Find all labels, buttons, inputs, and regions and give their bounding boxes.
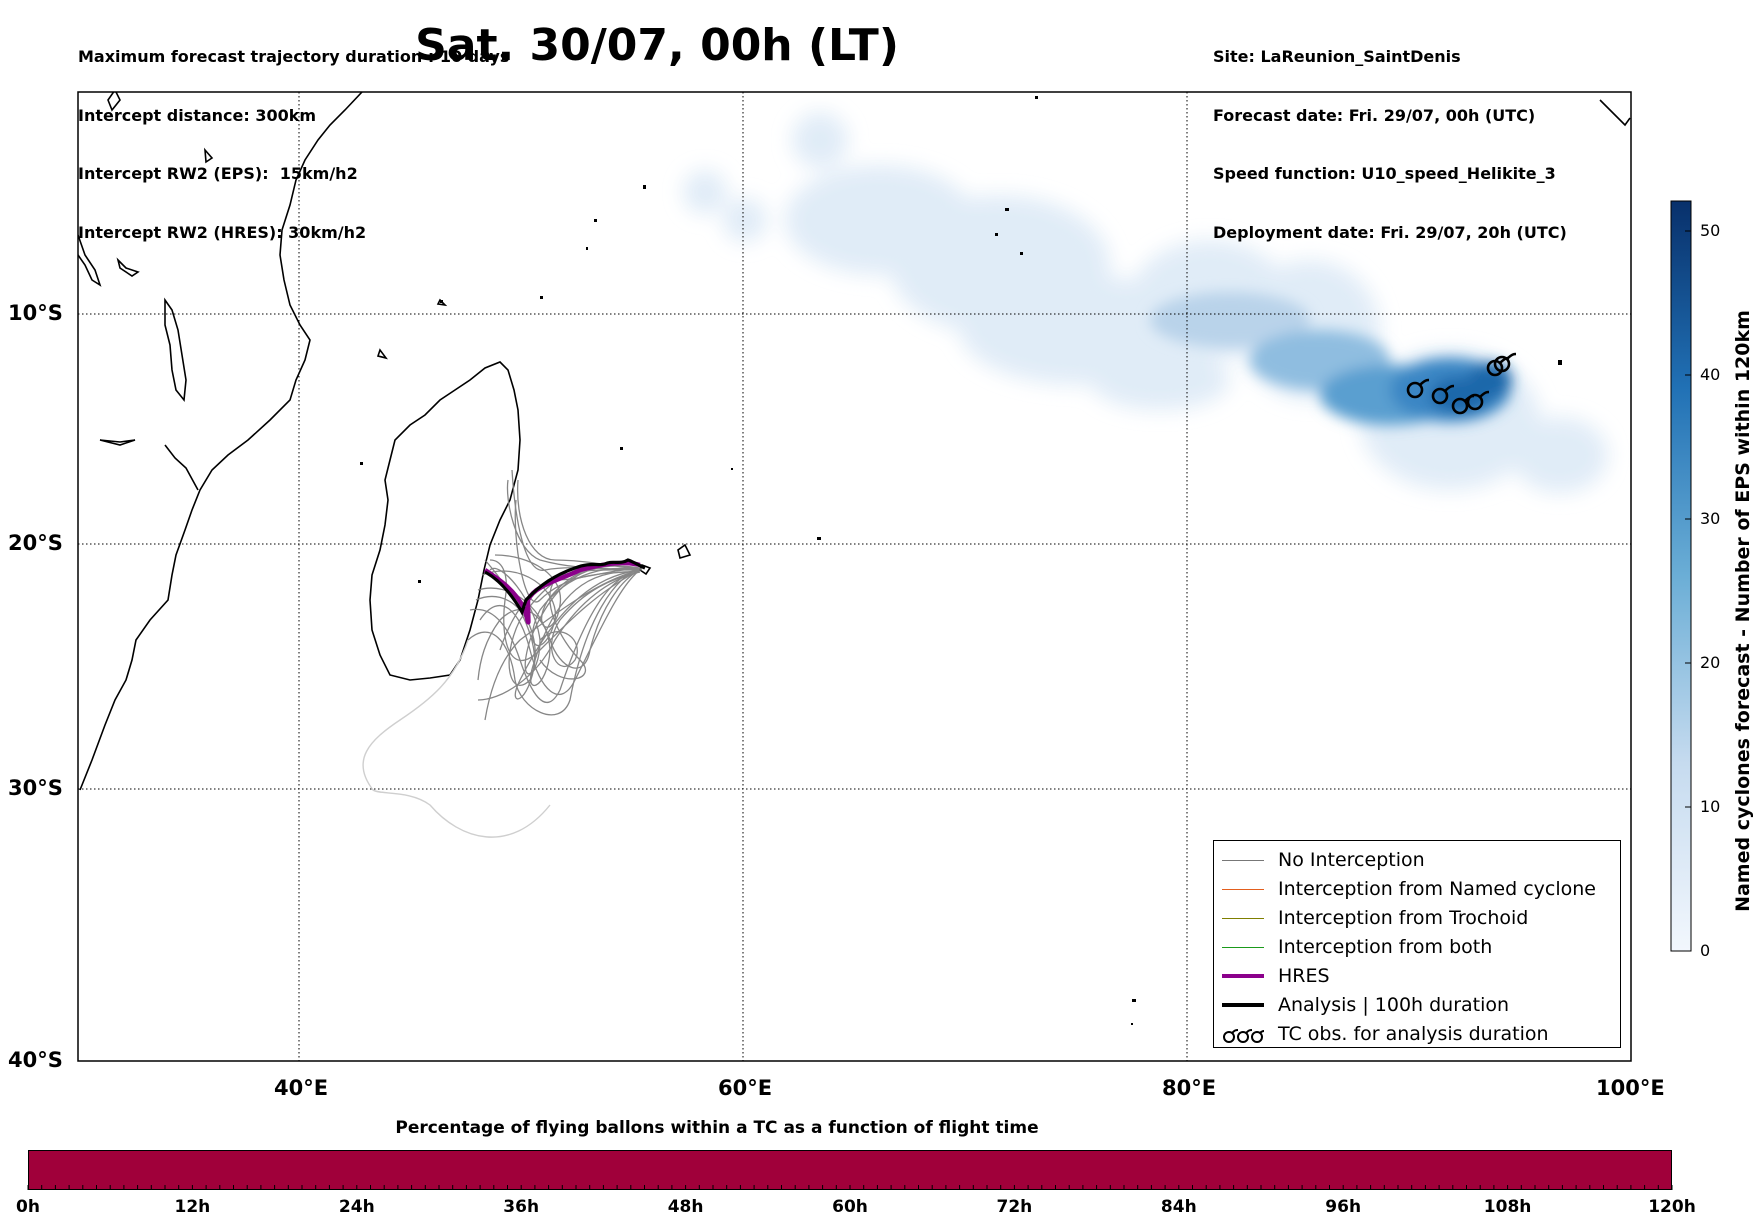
time-tick-label: 0h <box>16 1197 40 1217</box>
colorbar-tick: 20 <box>1700 653 1721 672</box>
header-left: Maximum forecast trajectory duration : 1… <box>78 8 509 262</box>
time-tick-label: 60h <box>832 1197 868 1217</box>
header-right: Site: LaReunion_SaintDenis Forecast date… <box>1213 8 1567 262</box>
faint-trajectory <box>362 639 551 838</box>
lon-label: 100°E <box>1596 1076 1665 1100</box>
analysis-trajectory <box>484 558 646 616</box>
lon-label: 40°E <box>274 1076 329 1100</box>
small-islands <box>360 96 1562 1025</box>
lat-label: 40°S <box>8 1048 63 1072</box>
legend-item: Interception from Named cyclone <box>1214 876 1620 904</box>
lat-label: 20°S <box>8 531 63 555</box>
tc-observations <box>1406 352 1517 415</box>
header-line: Forecast date: Fri. 29/07, 00h (UTC) <box>1213 105 1536 125</box>
bottom-bar-title: Percentage of flying ballons within a TC… <box>395 1118 1039 1138</box>
legend-item: Analysis | 100h duration <box>1214 992 1620 1020</box>
legend: No Interception Interception from Named … <box>1213 840 1621 1048</box>
lon-label: 80°E <box>1162 1076 1217 1100</box>
time-tick-label: 108h <box>1483 1197 1532 1217</box>
time-tick-label: 72h <box>996 1197 1033 1217</box>
colorbar-tick: 10 <box>1700 797 1721 816</box>
time-tick-label: 36h <box>503 1197 540 1217</box>
header-line: Intercept RW2 (EPS): 15km/h2 <box>78 164 358 183</box>
lat-label: 30°S <box>8 776 63 800</box>
colorbar <box>1670 200 1692 952</box>
colorbar-tick: 50 <box>1700 221 1721 240</box>
legend-item: Interception from Trochoid <box>1214 905 1620 933</box>
lat-label: 10°S <box>8 301 63 325</box>
cyclone-symbol-icon <box>1406 378 1430 399</box>
lon-label: 60°E <box>718 1076 773 1100</box>
header-line: Intercept RW2 (HRES): 30km/h2 <box>78 222 367 242</box>
cyclone-symbol-icon <box>1223 1029 1264 1043</box>
cyclone-symbol-icon <box>1431 384 1455 405</box>
coastlines <box>78 92 1631 791</box>
legend-item: Interception from both <box>1214 934 1620 962</box>
time-tick-label: 96h <box>1325 1197 1362 1217</box>
page-title: Sat. 30/07, 00h (LT) <box>415 20 899 71</box>
header-line: Intercept distance: 300km <box>78 105 317 125</box>
time-tick-label: 84h <box>1160 1197 1197 1217</box>
header-line: Speed function: U10_speed_Helikite_3 <box>1213 164 1556 183</box>
legend-item: No Interception <box>1214 847 1620 875</box>
time-tick-label: 120h <box>1648 1197 1696 1217</box>
map-border <box>77 91 1632 1062</box>
time-tick-label: 24h <box>338 1197 375 1217</box>
cyclone-symbol-icon <box>1466 390 1490 411</box>
legend-item: TC obs. for analysis duration <box>1214 1021 1620 1049</box>
colorbar-tick: 40 <box>1700 365 1721 384</box>
colorbar-tick: 0 <box>1700 941 1711 960</box>
cyclone-symbol-icon <box>1493 352 1517 373</box>
header-line: Deployment date: Fri. 29/07, 20h (UTC) <box>1213 222 1567 242</box>
cyclone-density-field <box>683 112 1608 493</box>
time-tick-label: 12h <box>174 1197 211 1217</box>
legend-item: HRES <box>1214 963 1620 991</box>
header-line: Maximum forecast trajectory duration : 1… <box>78 47 510 66</box>
header-line: Site: LaReunion_SaintDenis <box>1213 47 1461 66</box>
time-tick-label: 48h <box>667 1197 704 1217</box>
gridlines <box>78 92 1631 1061</box>
colorbar-tick: 30 <box>1700 509 1721 528</box>
